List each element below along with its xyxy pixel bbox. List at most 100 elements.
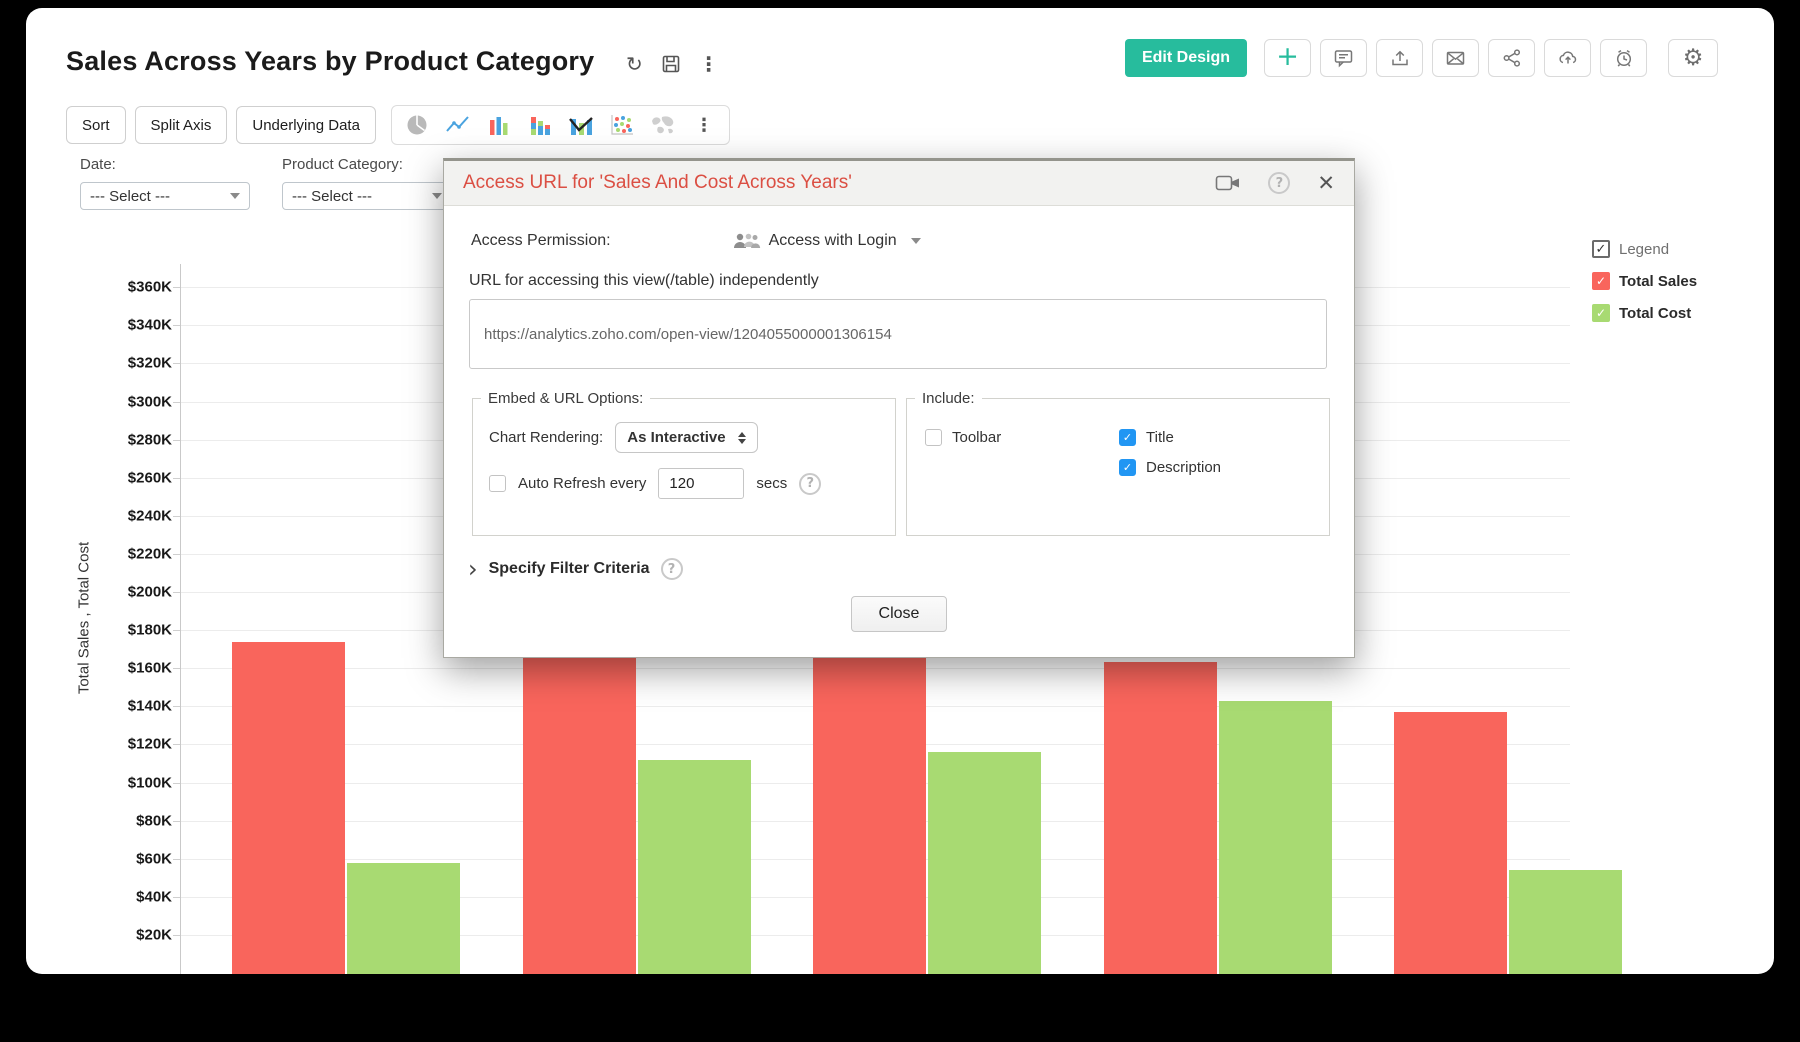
share-button[interactable] — [1488, 39, 1535, 77]
help-icon[interactable]: ? — [1268, 172, 1291, 194]
legend-item-total-sales[interactable]: ✓ Total Sales — [1592, 272, 1697, 290]
auto-refresh-checkbox[interactable] — [489, 475, 506, 492]
chart-rendering-value: As Interactive — [627, 429, 726, 446]
tick-mark — [173, 363, 180, 365]
refresh-seconds-input[interactable] — [658, 468, 745, 499]
specify-filter-criteria-label: Specify Filter Criteria — [488, 560, 650, 577]
bar-chart-icon[interactable] — [486, 112, 512, 138]
help-icon[interactable]: ? — [799, 472, 822, 495]
checkbox-checked-icon[interactable]: ✓ — [1592, 240, 1610, 258]
scatter-chart-icon[interactable] — [609, 112, 635, 138]
category-filter-label: Product Category: — [282, 156, 403, 173]
tick-mark — [173, 934, 180, 936]
dialog-header-icons: ? ✕ — [1215, 171, 1335, 195]
chart-legend: ✓ Legend ✓ Total Sales ✓ Total Cost — [1592, 240, 1697, 322]
legend-item-label: Total Cost — [1619, 304, 1692, 322]
y-tick-label: $200K — [127, 583, 172, 601]
tick-mark — [173, 858, 180, 860]
include-description-option: ✓ Description — [1119, 459, 1221, 476]
bar-total-sales-group3[interactable] — [813, 654, 926, 974]
bar-total-cost-group2[interactable] — [637, 759, 751, 974]
share-icon — [1503, 49, 1520, 67]
bar-total-sales-group4[interactable] — [1103, 662, 1217, 974]
category-select-value: --- Select --- — [292, 187, 372, 205]
add-button[interactable]: + — [1264, 39, 1311, 77]
stacked-bar-chart-icon[interactable] — [527, 112, 553, 138]
auto-refresh-label: Auto Refresh every — [518, 475, 647, 492]
embed-options-group: Embed & URL Options: Chart Rendering: As… — [472, 390, 896, 536]
include-title-option: ✓ Title — [1119, 429, 1221, 446]
bar-total-sales-group5[interactable] — [1394, 712, 1507, 974]
total-sales-swatch[interactable]: ✓ — [1592, 272, 1610, 290]
view-url-input[interactable] — [469, 299, 1327, 369]
tick-mark — [173, 706, 180, 708]
tick-mark — [173, 287, 180, 289]
save-icon[interactable] — [661, 54, 681, 74]
combo-chart-icon[interactable] — [568, 112, 594, 138]
map-chart-icon[interactable] — [650, 112, 676, 138]
refresh-icon[interactable]: ↻ — [626, 52, 643, 76]
date-filter: Date: --- Select --- — [80, 156, 250, 210]
sort-button[interactable]: Sort — [66, 106, 126, 144]
bar-total-cost-group3[interactable] — [928, 752, 1041, 974]
bar-total-sales-group1[interactable] — [232, 641, 345, 974]
chevron-down-icon — [432, 193, 442, 199]
comments-button[interactable] — [1320, 39, 1367, 77]
settings-button[interactable]: ⚙ — [1668, 39, 1718, 77]
export-button[interactable] — [1376, 39, 1423, 77]
line-chart-icon[interactable] — [445, 112, 471, 138]
category-select[interactable]: --- Select --- — [282, 182, 452, 210]
bar-total-sales-group2[interactable] — [522, 652, 636, 974]
bar-total-cost-group1[interactable] — [347, 862, 460, 974]
legend-title: Legend — [1619, 240, 1670, 258]
y-tick-label: $120K — [127, 735, 172, 753]
app-window: Sales Across Years by Product Category ↻… — [26, 8, 1774, 974]
tick-mark — [173, 630, 180, 632]
tick-mark — [173, 668, 180, 670]
date-select[interactable]: --- Select --- — [80, 182, 250, 210]
description-checkbox-label: Description — [1146, 459, 1222, 476]
chart-toolbar: Sort Split Axis Underlying Data — [66, 105, 730, 145]
date-select-value: --- Select --- — [90, 187, 170, 205]
email-button[interactable] — [1432, 39, 1479, 77]
toolbar-checkbox[interactable] — [925, 429, 942, 446]
title-checkbox[interactable]: ✓ — [1119, 429, 1136, 446]
tick-mark — [173, 401, 180, 403]
plus-icon: + — [1276, 41, 1299, 72]
legend-toggle[interactable]: ✓ Legend — [1592, 240, 1697, 258]
more-chart-types-icon[interactable]: ⋮ — [694, 114, 713, 136]
y-tick-label: $260K — [127, 469, 172, 487]
pie-chart-icon[interactable] — [404, 112, 430, 138]
description-checkbox[interactable]: ✓ — [1119, 459, 1136, 476]
publish-button[interactable] — [1544, 39, 1591, 77]
close-icon[interactable]: ✕ — [1317, 171, 1335, 195]
bar-total-cost-group4[interactable] — [1218, 700, 1332, 974]
y-tick-label: $300K — [127, 393, 172, 410]
tick-mark — [173, 592, 180, 593]
tick-mark — [173, 325, 180, 327]
bar-total-cost-group5[interactable] — [1509, 870, 1622, 974]
y-tick-label: $280K — [127, 431, 172, 449]
underlying-data-button[interactable]: Underlying Data — [236, 106, 376, 144]
edit-design-button[interactable]: Edit Design — [1124, 39, 1247, 77]
comment-icon — [1334, 50, 1353, 68]
y-tick-label: $60K — [136, 850, 172, 868]
cloud-upload-icon — [1558, 51, 1576, 64]
access-permission-dropdown[interactable]: Access with Login — [768, 232, 897, 249]
dialog-body: Access Permission: Access with Login URL… — [444, 206, 1354, 658]
y-tick-label: $220K — [127, 545, 172, 563]
help-icon[interactable]: ? — [660, 558, 683, 580]
y-tick-label: $100K — [127, 774, 172, 791]
more-menu-icon[interactable]: ⋮ — [698, 52, 719, 76]
close-button[interactable]: Close — [851, 596, 947, 632]
legend-item-total-cost[interactable]: ✓ Total Cost — [1592, 304, 1697, 322]
y-tick-label: $20K — [136, 926, 172, 944]
tick-mark — [173, 896, 180, 898]
schedule-button[interactable] — [1600, 39, 1647, 77]
total-cost-swatch[interactable]: ✓ — [1592, 304, 1610, 322]
specify-filter-criteria[interactable]: › Specify Filter Criteria ? — [468, 557, 683, 581]
chart-rendering-select[interactable]: As Interactive — [615, 422, 758, 453]
export-icon — [1391, 50, 1408, 66]
video-help-icon[interactable] — [1215, 174, 1241, 192]
split-axis-button[interactable]: Split Axis — [134, 106, 228, 144]
